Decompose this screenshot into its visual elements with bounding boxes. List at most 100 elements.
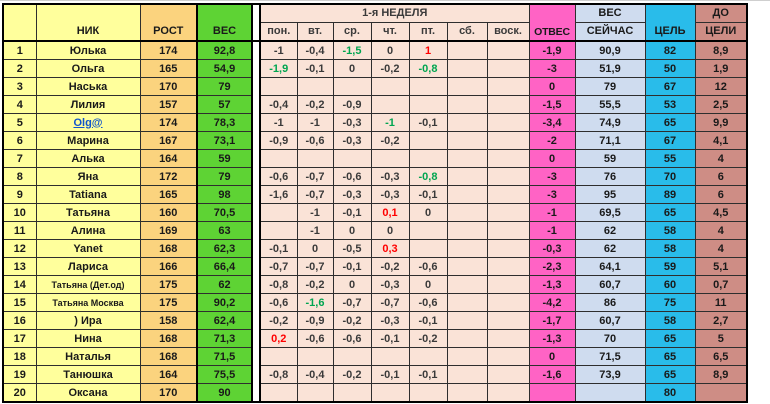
cell-height[interactable]: 166 <box>139 257 198 276</box>
cell-day-tue[interactable]: -0,2 <box>296 275 334 294</box>
cell-day-sat[interactable] <box>446 77 488 96</box>
cell-day-thu[interactable] <box>370 383 410 403</box>
cell-weight-loss[interactable]: -2 <box>528 131 576 150</box>
cell-goal[interactable]: 70 <box>644 167 696 186</box>
row-number[interactable]: 2 <box>2 59 37 78</box>
cell-day-wed[interactable]: -1,5 <box>332 40 372 60</box>
cell-goal[interactable]: 60 <box>644 275 696 294</box>
cell-nickname[interactable]: Наська <box>35 77 141 96</box>
cell-day-sat[interactable] <box>446 383 488 403</box>
cell-height[interactable]: 157 <box>139 95 198 114</box>
cell-day-sun[interactable] <box>486 311 530 330</box>
header-day-thu[interactable]: чт. <box>370 22 410 42</box>
cell-goal[interactable]: 65 <box>644 365 696 384</box>
cell-day-tue[interactable]: -0,4 <box>296 365 334 384</box>
cell-day-thu[interactable]: -0,2 <box>370 257 410 276</box>
cell-day-wed[interactable]: -0,3 <box>332 185 372 204</box>
cell-nickname[interactable]: ) Ира <box>35 311 141 330</box>
cell-day-mon[interactable]: -0,6 <box>259 293 298 312</box>
header-day-tue[interactable]: вт. <box>296 22 334 42</box>
row-number[interactable]: 19 <box>2 365 37 384</box>
cell-day-mon[interactable]: -1,6 <box>259 185 298 204</box>
cell-day-thu[interactable]: -0,3 <box>370 311 410 330</box>
cell-day-wed[interactable]: -0,1 <box>332 203 372 222</box>
cell-day-tue[interactable]: -0,1 <box>296 59 334 78</box>
cell-day-sat[interactable] <box>446 347 488 366</box>
cell-to-goal[interactable]: 6 <box>694 185 748 204</box>
cell-start-weight[interactable]: 92,8 <box>196 40 253 60</box>
cell-day-sun[interactable] <box>486 347 530 366</box>
cell-day-wed[interactable]: -0,1 <box>332 257 372 276</box>
cell-to-goal[interactable]: 9,9 <box>694 113 748 132</box>
cell-day-mon[interactable]: 0,2 <box>259 329 298 348</box>
cell-current-weight[interactable]: 79 <box>574 77 646 96</box>
cell-day-fri[interactable]: 0 <box>408 203 448 222</box>
cell-day-sun[interactable] <box>486 383 530 403</box>
cell-day-sat[interactable] <box>446 329 488 348</box>
cell-nickname[interactable]: Нина <box>35 329 141 348</box>
cell-day-thu[interactable]: 0,1 <box>370 203 410 222</box>
cell-nickname[interactable]: Наталья <box>35 347 141 366</box>
row-number[interactable]: 15 <box>2 293 37 312</box>
cell-day-fri[interactable]: -0,6 <box>408 257 448 276</box>
cell-to-goal[interactable] <box>694 383 748 403</box>
cell-day-fri[interactable] <box>408 383 448 403</box>
cell-to-goal[interactable]: 2,7 <box>694 311 748 330</box>
cell-day-sun[interactable] <box>486 131 530 150</box>
cell-day-thu[interactable]: 0,3 <box>370 239 410 258</box>
cell-current-weight[interactable]: 90,9 <box>574 40 646 60</box>
cell-day-thu[interactable]: 0 <box>370 40 410 60</box>
cell-start-weight[interactable]: 71,3 <box>196 329 253 348</box>
header-height[interactable]: РОСТ <box>139 3 198 42</box>
cell-start-weight[interactable]: 73,1 <box>196 131 253 150</box>
cell-weight-loss[interactable]: -2,3 <box>528 257 576 276</box>
cell-current-weight[interactable]: 95 <box>574 185 646 204</box>
cell-day-mon[interactable]: -1 <box>259 40 298 60</box>
cell-to-goal[interactable]: 0,7 <box>694 275 748 294</box>
header-to-goal-line2[interactable]: ЦЕЛИ <box>694 22 748 42</box>
cell-day-sun[interactable] <box>486 59 530 78</box>
cell-nickname[interactable]: Марина <box>35 131 141 150</box>
header-day-sat[interactable]: сб. <box>446 22 488 42</box>
cell-day-sat[interactable] <box>446 239 488 258</box>
cell-height[interactable]: 175 <box>139 275 198 294</box>
cell-day-thu[interactable]: -0,7 <box>370 293 410 312</box>
cell-current-weight[interactable]: 55,5 <box>574 95 646 114</box>
cell-day-thu[interactable]: -0,3 <box>370 167 410 186</box>
cell-day-wed[interactable]: 0 <box>332 221 372 240</box>
cell-height[interactable]: 170 <box>139 77 198 96</box>
cell-weight-loss[interactable]: 0 <box>528 347 576 366</box>
cell-current-weight[interactable]: 70 <box>574 329 646 348</box>
cell-day-sat[interactable] <box>446 293 488 312</box>
cell-day-fri[interactable] <box>408 95 448 114</box>
cell-height[interactable]: 158 <box>139 311 198 330</box>
cell-day-mon[interactable]: -0,8 <box>259 275 298 294</box>
cell-day-wed[interactable] <box>332 77 372 96</box>
cell-height[interactable]: 165 <box>139 185 198 204</box>
cell-to-goal[interactable]: 4 <box>694 149 748 168</box>
cell-weight-loss[interactable]: -1,3 <box>528 275 576 294</box>
cell-to-goal[interactable]: 8,9 <box>694 40 748 60</box>
cell-day-mon[interactable] <box>259 347 298 366</box>
header-weight-loss[interactable]: ОТВЕС <box>528 3 576 42</box>
cell-day-fri[interactable] <box>408 347 448 366</box>
cell-day-sun[interactable] <box>486 77 530 96</box>
cell-day-sat[interactable] <box>446 311 488 330</box>
cell-goal[interactable]: 55 <box>644 149 696 168</box>
cell-nickname[interactable]: Лилия <box>35 95 141 114</box>
cell-day-sat[interactable] <box>446 365 488 384</box>
cell-to-goal[interactable]: 11 <box>694 293 748 312</box>
cell-day-fri[interactable]: 1 <box>408 40 448 60</box>
cell-to-goal[interactable]: 5 <box>694 329 748 348</box>
cell-height[interactable]: 164 <box>139 365 198 384</box>
header-nickname[interactable]: НИК <box>35 3 141 42</box>
cell-height[interactable]: 172 <box>139 167 198 186</box>
cell-day-tue[interactable] <box>296 149 334 168</box>
cell-day-fri[interactable]: -0,2 <box>408 329 448 348</box>
cell-day-mon[interactable]: -0,8 <box>259 365 298 384</box>
cell-day-thu[interactable]: -0,1 <box>370 365 410 384</box>
cell-day-tue[interactable]: -0,9 <box>296 311 334 330</box>
cell-day-wed[interactable]: -0,3 <box>332 113 372 132</box>
cell-weight-loss[interactable]: 0 <box>528 77 576 96</box>
cell-height[interactable]: 165 <box>139 59 198 78</box>
